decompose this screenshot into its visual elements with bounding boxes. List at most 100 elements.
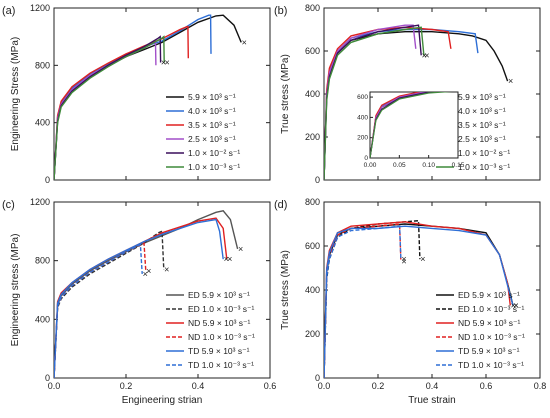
fracture-marker: ×	[242, 37, 247, 47]
y-tick-label: 400	[35, 314, 50, 324]
inset-x-tick-label: 0.10	[422, 162, 435, 169]
x-tick-label: 0.4	[192, 381, 205, 391]
fracture-marker: ×	[422, 50, 427, 60]
series-line	[54, 230, 165, 378]
series-line	[324, 225, 514, 378]
fracture-marker: ×	[513, 300, 518, 310]
legend-label: ND 1.0 × 10⁻³ s⁻¹	[188, 332, 255, 342]
x-tick-label: 0.6	[264, 381, 277, 391]
x-tick-label: 0.8	[534, 381, 547, 391]
legend-label: 1.0 × 10⁻² s⁻¹	[188, 148, 240, 158]
fracture-marker: ×	[227, 254, 232, 264]
series-group	[324, 24, 509, 180]
x-tick-label: 0.0	[318, 381, 331, 391]
y-tick-label: 0	[45, 175, 50, 185]
x-axis-label: Engineering strian	[122, 395, 203, 406]
inset-y-tick-label: 600	[357, 94, 368, 101]
inset-series-line	[370, 92, 453, 158]
inset-x-tick-label: 0.05	[393, 162, 406, 169]
fracture-marker: ×	[401, 256, 406, 266]
fracture-marker: ×	[511, 300, 516, 310]
y-tick-label: 600	[305, 46, 320, 56]
inset-series-group	[370, 92, 453, 158]
inset-frame	[369, 91, 459, 159]
legend-label: ND 1.0 × 10⁻³ s⁻¹	[458, 332, 525, 342]
inset-plot: 0.00 0.05 0.10 0.15 0 200 400 600	[357, 91, 465, 169]
legend: ED 5.9 × 10³ s⁻¹ ED 1.0 × 10⁻³ s⁻¹ ND 5.9 …	[436, 290, 525, 370]
y-axis-label: Engineering stress (MPa)	[10, 234, 21, 347]
series-group	[324, 219, 514, 378]
x-tick-label: 0.2	[372, 381, 385, 391]
legend-label: TD 1.0 × 10⁻³ s⁻¹	[458, 360, 524, 370]
y-tick-label: 0	[45, 373, 50, 383]
y-tick-label: 800	[305, 197, 320, 207]
y-tick-label: 1200	[30, 3, 50, 13]
legend-label: TD 5.9 × 10³ s⁻¹	[458, 346, 520, 356]
legend-label: 4.0 × 10³ s⁻¹	[188, 106, 236, 116]
x-tick-label: 0.0	[48, 381, 61, 391]
fracture-marker: ×	[420, 254, 425, 264]
series-group	[54, 14, 242, 180]
y-axis-label: Engineering Stress (MPa)	[10, 37, 21, 152]
series-line	[324, 223, 402, 378]
inset-y-tick-label: 0	[364, 155, 368, 162]
y-tick-label: 800	[305, 3, 320, 13]
fracture-marker: ×	[424, 50, 429, 60]
legend: 5.9 × 10³ s⁻¹ 4.0 × 10³ s⁻¹ 3.5 × 10³ s⁻¹ 2…	[166, 92, 240, 172]
legend-label: TD 5.9 × 10³ s⁻¹	[188, 346, 250, 356]
panel-label: (b)	[274, 5, 287, 17]
x-tick-label: 0.6	[480, 381, 493, 391]
fracture-marker: ×	[146, 266, 151, 276]
plot-frame	[53, 7, 271, 181]
fracture-marker: ×	[161, 57, 166, 67]
panel-label: (a)	[2, 5, 15, 17]
series-line	[54, 210, 239, 378]
series-line	[324, 26, 425, 180]
inset-y-tick-label: 200	[357, 135, 368, 142]
fracture-marker: ×	[508, 76, 513, 86]
legend-label: 2.5 × 10³ s⁻¹	[188, 134, 236, 144]
y-tick-label: 400	[305, 285, 320, 295]
series-line	[54, 35, 162, 180]
legend-label: ED 1.0 × 10⁻³ s⁻¹	[188, 304, 255, 314]
panel-c: (c) 0 400 800 1200 0.0 0.2 0.4 0.6 Engineering st…	[2, 197, 276, 406]
legend-label: 4.0 × 10³ s⁻¹	[458, 106, 506, 116]
y-tick-label: 800	[35, 60, 50, 70]
y-tick-label: 0	[315, 373, 320, 383]
legend-label: 1.0 × 10⁻³ s⁻¹	[188, 162, 240, 172]
fracture-marker: ×	[238, 244, 243, 254]
legend-label: 3.5 × 10³ s⁻¹	[458, 120, 506, 130]
series-line	[54, 35, 165, 180]
series-group	[54, 210, 239, 378]
inset-y-tick-label: 400	[357, 114, 368, 121]
inset-x-tick-label: 0.00	[364, 162, 377, 169]
inset-x-tick-label: 0.15	[452, 162, 465, 169]
x-tick-label: 0.2	[120, 381, 133, 391]
legend-label: 2.5 × 10³ s⁻¹	[458, 134, 506, 144]
legend-label: 5.9 × 10³ s⁻¹	[188, 92, 236, 102]
series-line	[54, 25, 189, 180]
legend-label: ED 5.9 × 10³ s⁻¹	[458, 290, 520, 300]
legend-label: TD 1.0 × 10⁻³ s⁻¹	[188, 360, 254, 370]
legend: ED 5.9 × 10³ s⁻¹ ED 1.0 × 10⁻³ s⁻¹ ND 5.9 …	[166, 290, 255, 370]
plot-frame	[53, 201, 271, 379]
y-tick-label: 800	[35, 256, 50, 266]
legend-label: ED 5.9 × 10³ s⁻¹	[188, 290, 250, 300]
fracture-marker: ×	[164, 264, 169, 274]
series-line	[54, 243, 143, 378]
series-line	[324, 219, 421, 378]
x-tick-label: 0.4	[426, 381, 439, 391]
y-tick-label: 400	[305, 89, 320, 99]
legend-label: ND 5.9 × 10³ s⁻¹	[188, 318, 251, 328]
fracture-marker: ×	[165, 57, 170, 67]
fracture-marker: ×	[401, 254, 406, 264]
y-tick-label: 200	[305, 329, 320, 339]
legend-label: 1.0 × 10⁻³ s⁻¹	[458, 162, 510, 172]
y-tick-label: 1200	[30, 197, 50, 207]
y-tick-label: 200	[305, 132, 320, 142]
legend-label: ND 5.9 × 10³ s⁻¹	[458, 318, 521, 328]
y-tick-label: 400	[35, 118, 50, 128]
panel-label: (d)	[274, 199, 287, 211]
fracture-marker: ×	[224, 254, 229, 264]
series-line	[54, 218, 224, 378]
